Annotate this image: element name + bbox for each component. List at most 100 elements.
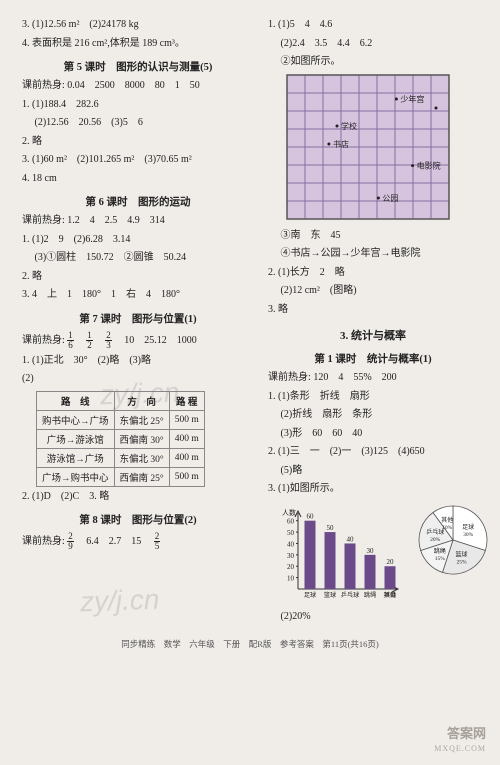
text-line: 2. (1)三 一 (2)一 (3)125 (4)650 bbox=[268, 445, 478, 460]
text-line: 4. 18 cm bbox=[22, 172, 254, 187]
two-column-layout: 3. (1)12.56 m² (2)24178 kg 4. 表面积是 216 c… bbox=[22, 18, 478, 628]
section-heading-3: 3. 统计与概率 bbox=[268, 327, 478, 343]
text-line: 4. 表面积是 216 cm²,体积是 189 cm³。 bbox=[22, 37, 254, 52]
svg-text:其他: 其他 bbox=[441, 516, 453, 524]
svg-text:篮球: 篮球 bbox=[324, 591, 337, 599]
svg-text:15%: 15% bbox=[435, 556, 446, 562]
text-line: 2. 略 bbox=[22, 135, 254, 150]
text-line: ②如图所示。 bbox=[268, 55, 478, 70]
table-cell: 500 m bbox=[169, 467, 204, 486]
table-cell: 游泳馆→广场 bbox=[37, 448, 115, 467]
bar-chart: 102030405060人数60足球50篮球40乒乓球30跳绳20其他项目 bbox=[276, 505, 406, 608]
pie-chart-svg: 足球30%篮球25%跳绳15%乒乓球20%其他10% bbox=[414, 501, 492, 579]
text-line: 3. (1)12.56 m² (2)24178 kg bbox=[22, 18, 254, 33]
table-cell: 东偏北 25° bbox=[114, 410, 169, 429]
svg-text:20%: 20% bbox=[430, 537, 441, 543]
table-cell: 西偏南 25° bbox=[114, 467, 169, 486]
svg-text:项目: 项目 bbox=[384, 592, 396, 599]
section-title-5: 第 5 课时 图形的认识与测量(5) bbox=[22, 59, 254, 74]
svg-text:30: 30 bbox=[287, 551, 295, 559]
text-line: 1. (1)188.4 282.6 bbox=[22, 98, 254, 113]
label: 10 25.12 1000 bbox=[114, 334, 197, 345]
right-column: 1. (1)5 4 4.6 (2)2.4 3.5 4.4 6.2 ②如图所示。 … bbox=[268, 18, 478, 628]
svg-text:50: 50 bbox=[287, 529, 295, 537]
fraction: 16 bbox=[67, 331, 74, 350]
text-line: (2)折线 扇形 条形 bbox=[268, 408, 478, 423]
text-line: 2. (1)长方 2 略 bbox=[268, 266, 478, 281]
text-line: 1. (1)5 4 4.6 bbox=[268, 18, 478, 33]
text-line: 1. (1)条形 折线 扇形 bbox=[268, 390, 478, 405]
text-line: 3. 略 bbox=[268, 303, 478, 318]
svg-text:40: 40 bbox=[347, 535, 355, 543]
corner-sub: MXQE.COM bbox=[434, 744, 486, 753]
section-title-7: 第 7 课时 图形与位置(1) bbox=[22, 311, 254, 326]
svg-text:人数: 人数 bbox=[282, 508, 296, 517]
svg-text:10%: 10% bbox=[442, 525, 453, 531]
text-line: 课前热身: 1.2 4 2.5 4.9 314 bbox=[22, 214, 254, 229]
text-line: 3. 4 上 1 180° 1 右 4 180° bbox=[22, 288, 254, 303]
chart-row: 102030405060人数60足球50篮球40乒乓球30跳绳20其他项目 足球… bbox=[268, 501, 478, 610]
text-line: (2)12.56 20.56 (3)5 6 bbox=[22, 116, 254, 131]
fraction: 25 bbox=[154, 532, 161, 551]
svg-text:20: 20 bbox=[387, 558, 395, 566]
svg-text:电影院: 电影院 bbox=[417, 160, 441, 170]
text-line: 课前热身: 0.04 2500 8000 80 1 50 bbox=[22, 79, 254, 94]
table-cell: 400 m bbox=[169, 429, 204, 448]
grid-map: 少年宫学校书店电影院公园 bbox=[286, 74, 478, 225]
text-line: (5)略 bbox=[268, 464, 478, 479]
corner-logo: 答案网 bbox=[447, 727, 486, 741]
grid-map-svg: 少年宫学校书店电影院公园 bbox=[286, 74, 452, 222]
svg-text:25%: 25% bbox=[456, 559, 467, 565]
svg-text:20: 20 bbox=[287, 563, 295, 571]
table-row: 路 线 方 向 路 程 bbox=[37, 391, 205, 410]
table-row: 广场→购书中心 西偏南 25° 500 m bbox=[37, 467, 205, 486]
text-line: 1. (1)2 9 (2)6.28 3.14 bbox=[22, 233, 254, 248]
text-line: (2)20% bbox=[268, 610, 478, 625]
svg-text:30: 30 bbox=[367, 546, 375, 554]
svg-text:60: 60 bbox=[287, 517, 295, 525]
fraction: 29 bbox=[67, 532, 74, 551]
svg-text:学校: 学校 bbox=[341, 121, 357, 131]
text-line: 1. (1)正北 30° (2)略 (3)略 bbox=[22, 354, 254, 369]
page-footer: 同步精练 数学 六年级 下册 配R版 参考答案 第11页(共16页) bbox=[22, 638, 478, 650]
svg-text:60: 60 bbox=[307, 512, 315, 520]
label: 课前热身: bbox=[22, 334, 65, 345]
section-title-6: 第 6 课时 图形的运动 bbox=[22, 194, 254, 209]
text-line: 课前热身: 120 4 55% 200 bbox=[268, 371, 478, 386]
svg-text:篮球: 篮球 bbox=[456, 550, 468, 558]
table-row: 广场→游泳馆 西偏南 30° 400 m bbox=[37, 429, 205, 448]
svg-text:跳绳: 跳绳 bbox=[364, 591, 376, 599]
table-cell: 东偏北 30° bbox=[114, 448, 169, 467]
table-header: 方 向 bbox=[114, 391, 169, 410]
table-header: 路 线 bbox=[37, 391, 115, 410]
svg-text:40: 40 bbox=[287, 540, 295, 548]
text-line: 2. (1)D (2)C 3. 略 bbox=[22, 490, 254, 505]
text-line: ③南 东 45 bbox=[268, 229, 478, 244]
route-table: 路 线 方 向 路 程 购书中心→广场 东偏北 25° 500 m 广场→游泳馆… bbox=[36, 391, 205, 487]
text-line: 3. (1)如图所示。 bbox=[268, 482, 478, 497]
svg-text:书店: 书店 bbox=[333, 139, 349, 149]
svg-text:足球: 足球 bbox=[304, 591, 317, 599]
pie-chart: 足球30%篮球25%跳绳15%乒乓球20%其他10% bbox=[414, 501, 492, 582]
table-row: 游泳馆→广场 东偏北 30° 400 m bbox=[37, 448, 205, 467]
left-column: 3. (1)12.56 m² (2)24178 kg 4. 表面积是 216 c… bbox=[22, 18, 254, 628]
fraction: 12 bbox=[86, 331, 93, 350]
svg-text:少年宫: 少年宫 bbox=[400, 94, 424, 104]
section-title-8: 第 8 课时 图形与位置(2) bbox=[22, 512, 254, 527]
svg-text:30%: 30% bbox=[463, 532, 474, 538]
text-line: 3. (1)60 m² (2)101.265 m² (3)70.65 m² bbox=[22, 153, 254, 168]
text-line: 2. 略 bbox=[22, 270, 254, 285]
svg-text:10: 10 bbox=[287, 574, 295, 582]
table-header: 路 程 bbox=[169, 391, 204, 410]
svg-text:跳绳: 跳绳 bbox=[434, 547, 446, 555]
table-cell: 购书中心→广场 bbox=[37, 410, 115, 429]
label: 课前热身: bbox=[22, 536, 65, 547]
label: 6.4 2.7 15 bbox=[76, 536, 151, 547]
text-line: 课前热身: 29 6.4 2.7 15 25 bbox=[22, 532, 254, 551]
table-cell: 广场→游泳馆 bbox=[37, 429, 115, 448]
svg-text:公园: 公园 bbox=[382, 194, 398, 203]
table-cell: 500 m bbox=[169, 410, 204, 429]
bar-chart-svg: 102030405060人数60足球50篮球40乒乓球30跳绳20其他项目 bbox=[276, 505, 406, 605]
text-line: (3)①圆柱 150.72 ②圆锥 50.24 bbox=[22, 251, 254, 266]
text-line: 课前热身: 16 12 23 10 25.12 1000 bbox=[22, 331, 254, 350]
